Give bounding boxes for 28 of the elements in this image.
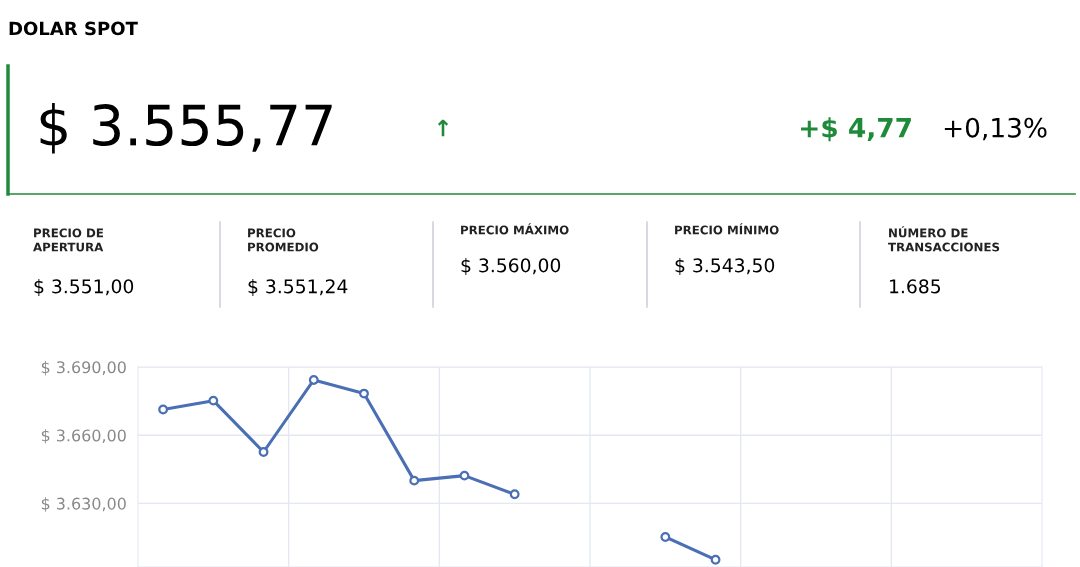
text: NÚMERO DE TRANSACCIONES [888, 226, 1000, 252]
text: ↑ [437, 119, 449, 137]
point [409, 475, 420, 486]
chart-title: DOLAR SPOT [9, 21, 138, 36]
point [459, 470, 470, 481]
text: $ 3.555,77 [40, 103, 332, 154]
y-tick-label: $ 3.660,00 [41, 429, 126, 444]
text: PRECIO MÁXIMO [461, 223, 569, 235]
text: $ 3.551,00 [34, 278, 134, 296]
text: 1.685 [890, 279, 941, 294]
point [208, 395, 219, 406]
point [158, 404, 169, 415]
text: +$ 4,77 [801, 117, 911, 142]
point [258, 447, 269, 457]
text: +0,13% [944, 117, 1047, 141]
point [710, 554, 721, 565]
point [359, 388, 369, 399]
text: PRECIO PROMEDIO [248, 228, 319, 252]
text: PRECIO DE APERTURA [33, 228, 104, 252]
text: $ 3.543,50 [675, 257, 775, 275]
text: $ 3.560,00 [461, 257, 561, 275]
text: $ 3.551,24 [248, 278, 348, 296]
y-tick-label: $ 3.690,00 [41, 360, 126, 376]
point [660, 532, 671, 542]
point [308, 375, 319, 385]
y-tick-label: $ 3.630,00 [41, 497, 126, 512]
text: PRECIO MÍNIMO [675, 223, 779, 235]
point [509, 489, 520, 500]
